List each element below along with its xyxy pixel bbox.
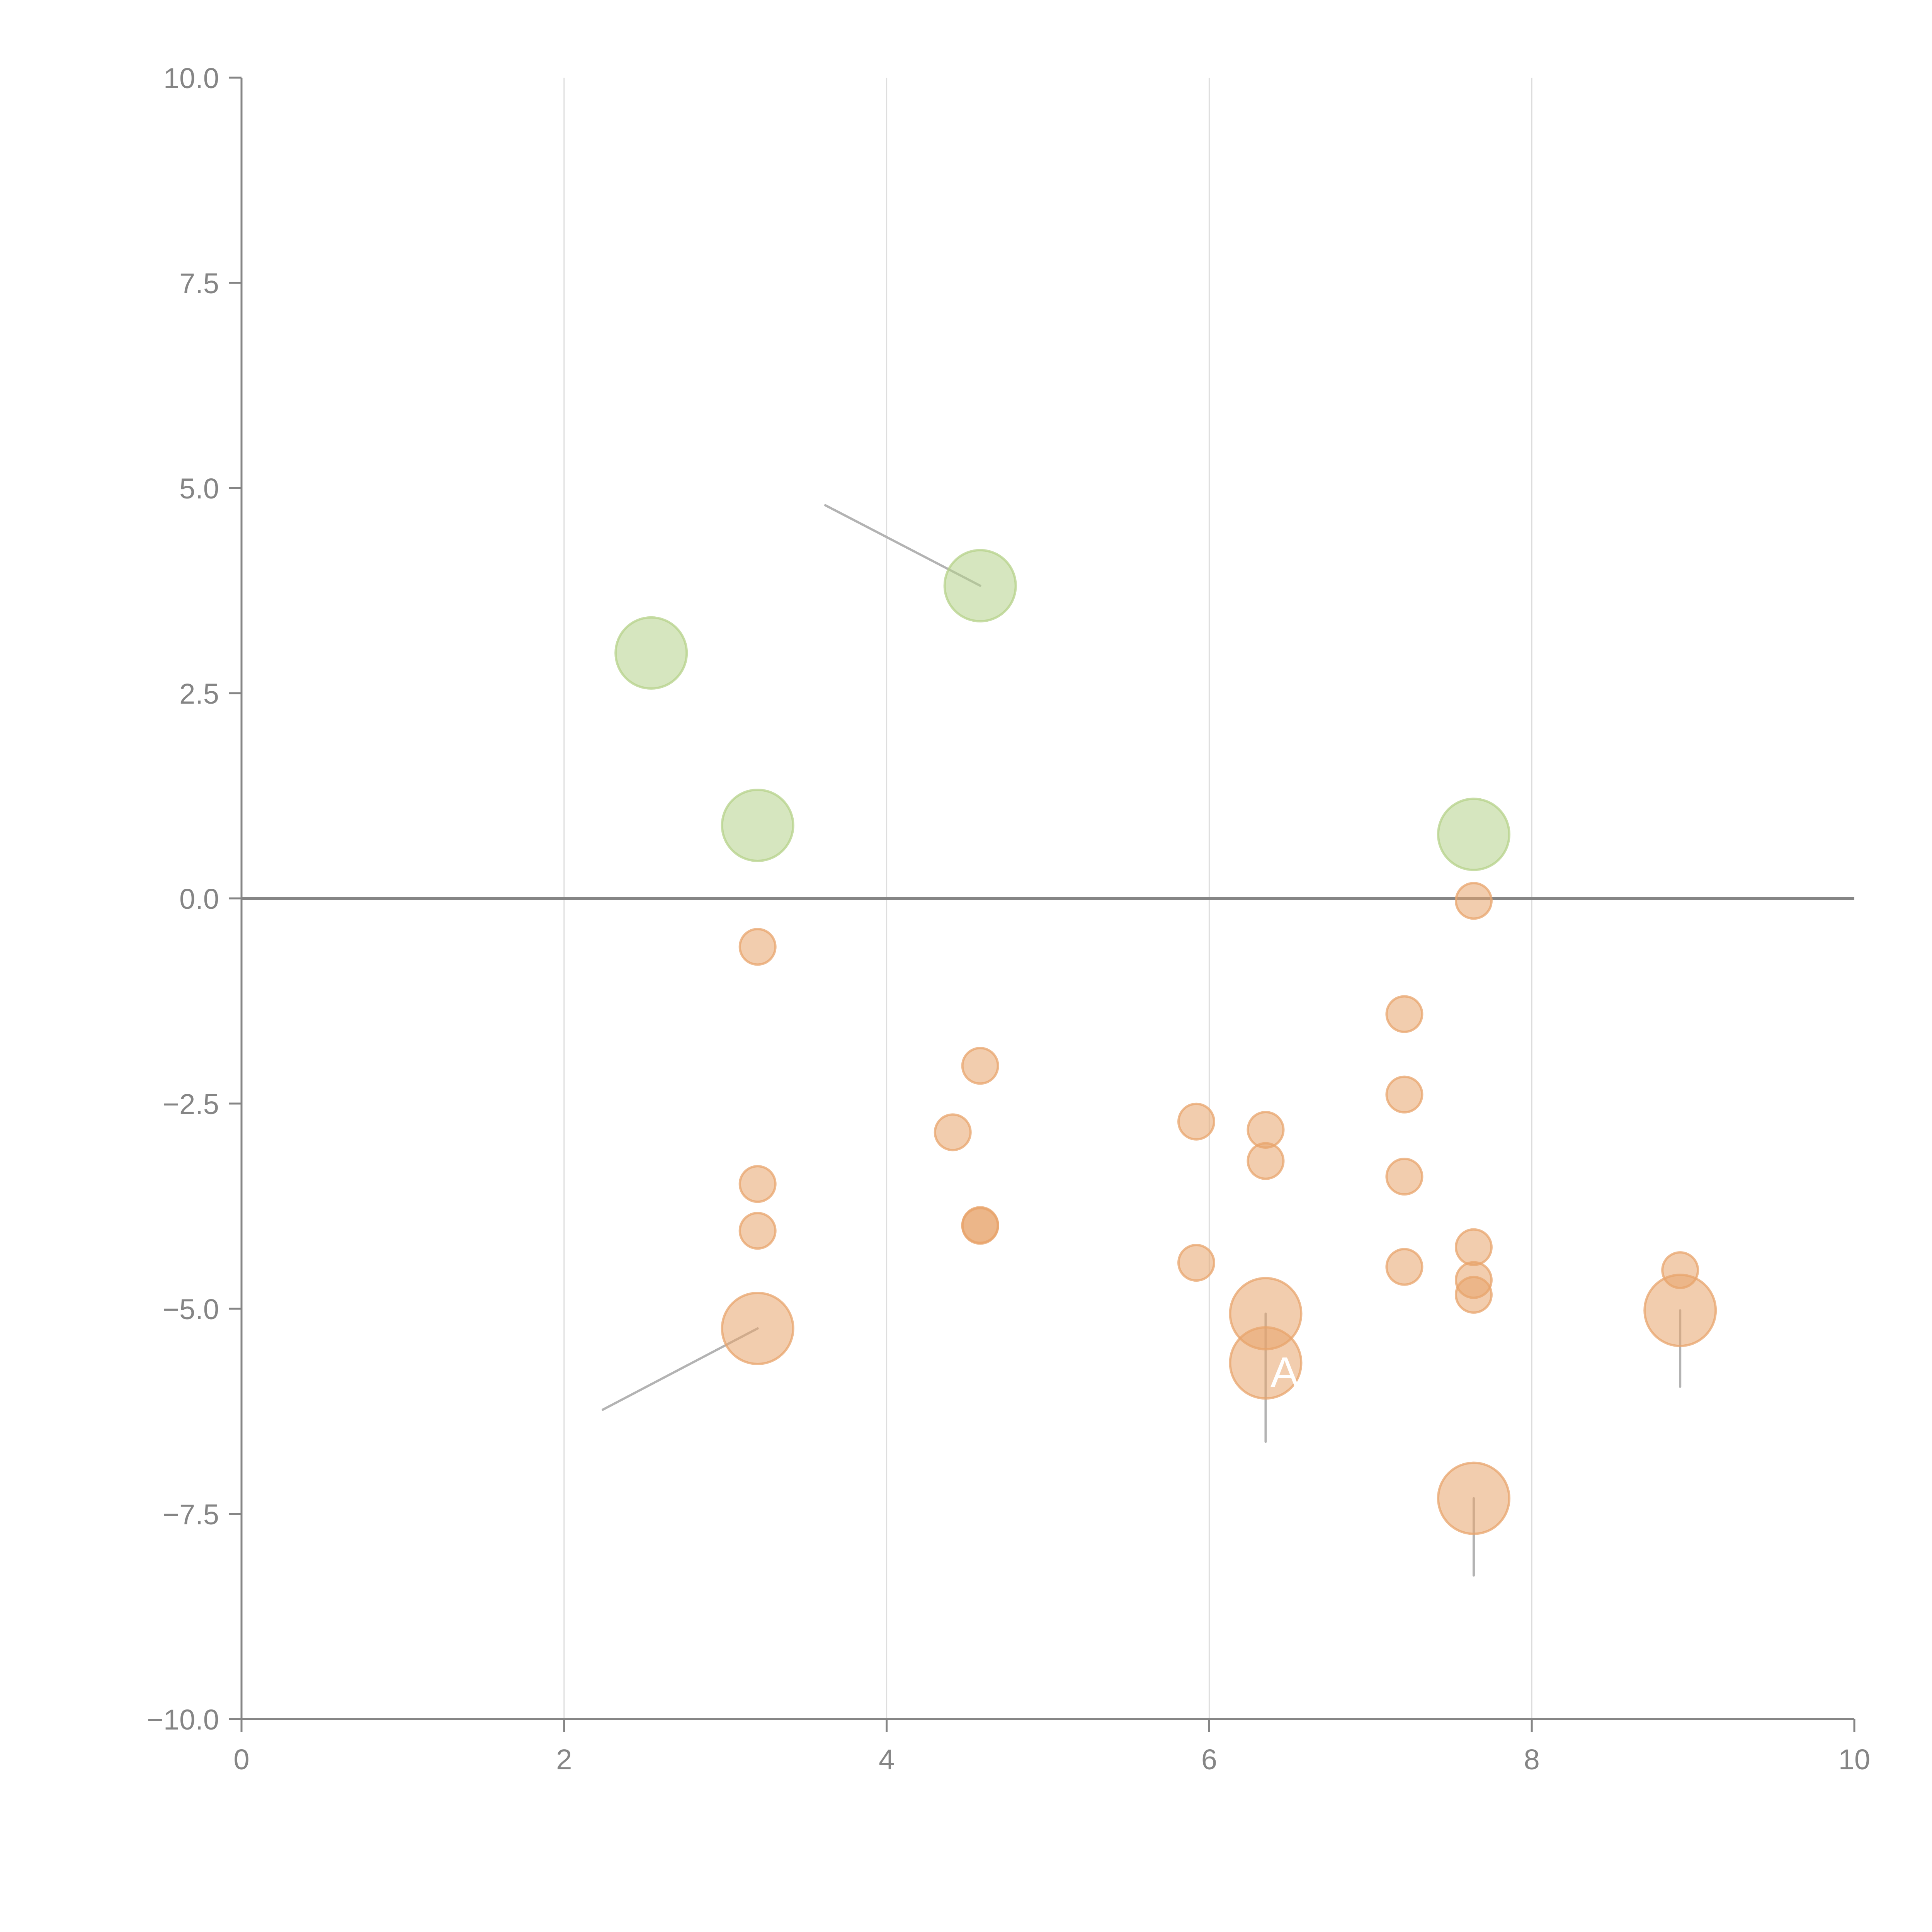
x-tick-label: 6 [1201, 1743, 1217, 1776]
bubble-negative [934, 1113, 972, 1151]
y-tick-label: −2.5 [163, 1088, 219, 1120]
y-tick-label: −10.0 [147, 1704, 219, 1736]
bubble-negative [738, 928, 777, 966]
bubble-negative [1454, 882, 1493, 920]
y-tick-label: 0.0 [179, 883, 219, 915]
y-tick-label: 5.0 [179, 473, 219, 505]
bubble-positive [614, 616, 688, 690]
y-tick-label: 7.5 [179, 267, 219, 299]
bubble-negative [738, 1165, 777, 1203]
bubble-negative [1385, 1248, 1423, 1286]
x-tick-label: 0 [233, 1743, 249, 1776]
x-tick-label: 2 [556, 1743, 572, 1776]
data-points [614, 549, 1717, 1535]
bubble-negative [1177, 1244, 1216, 1282]
bubble-negative [1385, 1158, 1423, 1196]
bubble-negative [1177, 1102, 1216, 1141]
y-tick-label: −5.0 [163, 1293, 219, 1325]
bubble-negative [961, 1207, 999, 1245]
bubble-negative [1229, 1326, 1303, 1400]
bubble-negative [1385, 995, 1423, 1033]
y-tick-label: 2.5 [179, 678, 219, 710]
bubble-negative [738, 1212, 777, 1250]
bubble-positive [1437, 798, 1510, 871]
point-annotation: A [1270, 1349, 1299, 1396]
x-tick-label: 10 [1838, 1743, 1870, 1776]
bubble-positive [943, 549, 1017, 622]
bubble-negative [1643, 1274, 1717, 1347]
bubble-negative [1437, 1461, 1510, 1535]
x-tick-label: 8 [1524, 1743, 1540, 1776]
x-tick-label: 4 [879, 1743, 895, 1776]
bubble-positive [721, 788, 794, 862]
y-tick-label: 10.0 [163, 62, 219, 94]
bubble-negative [1247, 1142, 1285, 1180]
bubble-negative [1385, 1075, 1423, 1114]
bubble-negative [721, 1291, 794, 1365]
axes: 0 2 4 6 8 10 10.0 7.5 5.0 2.5 0.0 −2.5 −5.0 −7.5 −10.0 [147, 62, 1870, 1776]
bubble-negative [1454, 1276, 1493, 1314]
leader-lines [601, 504, 1682, 1577]
y-tick-label: −7.5 [163, 1498, 219, 1531]
bubble-negative [961, 1047, 999, 1085]
bubble-negative [1454, 1228, 1493, 1266]
annotations: A [1270, 1349, 1299, 1396]
